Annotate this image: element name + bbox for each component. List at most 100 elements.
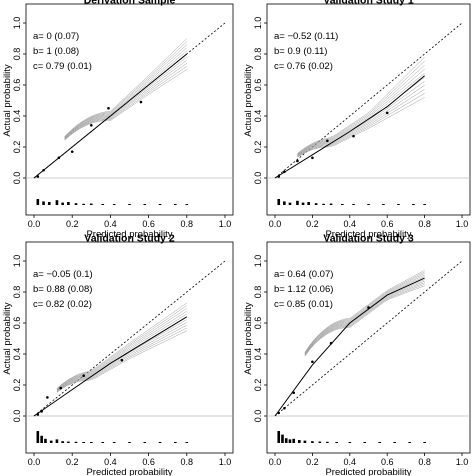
y-tick-label: 0.8 [12,286,22,299]
histogram-bar [335,442,339,443]
band-line [64,66,187,140]
data-point [277,175,281,178]
data-points [36,358,124,416]
band-line [297,81,425,156]
band-line [304,280,425,356]
band-line [64,63,187,140]
y-tick-label: 0.2 [253,141,263,154]
prediction-histogram [277,431,426,443]
x-tick-label: 0.4 [104,219,117,229]
calibration-curve [33,53,188,179]
stat-line: a= −0.52 (0.11) [274,31,338,42]
y-tick-label: 1.0 [12,255,22,268]
histogram-bar [55,200,59,205]
stats-block: a= −0.05 (0.1) b= 0.88 (0.08) c= 0.82 (0.0… [33,269,93,310]
stat-line: c= 0.82 (0.02) [33,299,92,310]
panel-3: Validation Study 2 a= −0.05 (0.1) b= 0.88 … [2,233,234,476]
y-tick-label: 0.4 [12,348,22,361]
band-line [64,44,187,138]
histogram-bar [36,199,40,205]
y-axis-label: Actual probability [2,64,13,137]
panel-1: Derivation Sample a= 0 (0.07) b= 1 (0.08) c… [2,0,234,240]
y-tick-label: 0.8 [253,286,263,299]
panel-title: Derivation Sample [84,0,176,7]
histogram-bar [128,442,131,443]
histogram-bar [174,204,177,205]
data-point [277,411,281,415]
stat-line: a= 0 (0.07) [33,31,79,42]
y-tick-label: 0.8 [253,48,263,61]
stat-line: c= 0.76 (0.02) [274,61,333,72]
data-point [36,413,40,416]
data-point [59,386,63,390]
y-tick-label: 0.0 [12,172,22,185]
band-line [64,59,187,140]
histogram-bar [393,442,396,443]
confidence-band [56,302,187,393]
band-line [304,284,425,356]
histogram-bar [382,204,385,205]
histogram-bar [423,442,426,443]
histogram-bar [378,442,382,443]
histogram-bar [42,201,45,205]
y-axis-ticks: 0.0 0.2 0.4 0.6 0.8 1.0 [253,17,267,184]
band-line [304,270,425,353]
histogram-bar [397,204,400,205]
band-line [56,310,187,390]
histogram-bar [101,204,105,205]
stat-line: a= −0.05 (0.1) [33,269,93,280]
stat-line: a= 0.64 (0.07) [274,269,333,280]
panel-title: Validation Study 3 [323,233,414,245]
histogram-bar [322,203,325,205]
stats-block: a= 0.64 (0.07) b= 1.12 (0.06) c= 0.85 (0.0… [274,269,333,310]
x-tick-label: 1.0 [219,219,232,229]
x-tick-label: 1.0 [456,457,469,467]
band-line [304,276,425,355]
y-tick-label: 0.0 [12,410,22,423]
prediction-histogram [36,199,189,205]
band-line [64,41,187,137]
ideal-diagonal [33,260,226,417]
histogram-bar [82,442,85,443]
histogram-bar [311,441,314,443]
histogram-bar [67,441,70,443]
confidence-band [64,38,187,141]
x-tick-label: 0.8 [181,219,194,229]
y-tick-label: 0.8 [12,48,22,61]
data-point [139,100,143,104]
x-tick-label: 0.4 [344,219,357,229]
band-line [304,274,425,354]
y-tick-label: 0.6 [12,317,22,330]
calibration-curve [274,75,425,179]
x-tick-label: 0.2 [66,219,79,229]
data-point [283,170,286,174]
histogram-bar [303,440,307,443]
prediction-histogram [277,199,426,205]
x-tick-label: 0.0 [28,219,41,229]
stat-line: b= 1.12 (0.06) [274,284,333,295]
band-line [64,56,187,139]
y-tick-label: 0.2 [12,379,22,392]
histogram-bar [55,439,59,443]
histogram-bar [82,203,85,205]
band-line [64,50,187,139]
data-point [42,168,45,172]
band-line [297,89,425,157]
y-tick-label: 0.4 [253,110,263,123]
histogram-bar [185,204,189,205]
histogram-bar [326,441,329,443]
y-axis-ticks: 0.0 0.2 0.4 0.6 0.8 1.0 [253,255,267,422]
prediction-histogram [36,431,189,443]
x-tick-label: 1.0 [456,219,469,229]
data-point [292,391,296,395]
y-tick-label: 0.4 [12,110,22,123]
histogram-bar [367,204,370,205]
histogram-bar [74,203,78,205]
band-line [56,308,187,390]
histogram-bar [277,199,281,205]
x-tick-label: 0.0 [269,219,282,229]
histogram-bar [318,441,322,443]
band-line [56,305,187,390]
